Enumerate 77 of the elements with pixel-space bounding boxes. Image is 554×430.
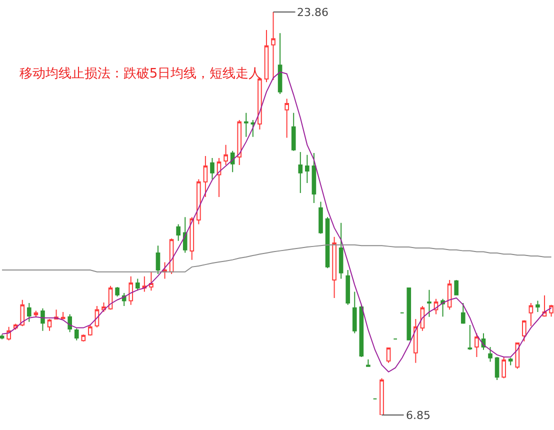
candlestick <box>244 112 248 138</box>
candlestick <box>434 298 438 315</box>
candlestick <box>515 342 520 370</box>
candlestick <box>54 309 58 320</box>
candlestick <box>474 332 479 358</box>
candlestick <box>237 120 242 166</box>
candlestick <box>447 279 452 310</box>
candlestick <box>0 334 4 340</box>
candlestick <box>102 302 106 312</box>
candlestick <box>196 178 201 225</box>
candlestick <box>284 98 289 138</box>
candlestick <box>94 306 100 328</box>
candlestick <box>169 238 174 275</box>
candlestick <box>494 356 500 380</box>
candlestick <box>142 276 147 292</box>
candlestick <box>176 224 180 242</box>
candlestick <box>13 323 18 330</box>
candlestick <box>162 262 167 280</box>
candlestick <box>291 112 296 152</box>
candlestick <box>182 216 188 254</box>
candlestick <box>305 154 310 184</box>
candlestick <box>47 318 52 332</box>
candlestick <box>216 157 222 198</box>
candlestick <box>406 288 412 340</box>
candlestick <box>20 299 25 327</box>
candlestick <box>278 32 282 94</box>
candlestick <box>536 300 540 312</box>
candlestick <box>318 201 323 234</box>
candlestick <box>298 152 303 194</box>
candlestick <box>468 324 472 350</box>
annotation: 6.85 <box>406 409 430 422</box>
candlestick <box>528 302 534 327</box>
candlestick <box>366 358 370 367</box>
candlestick <box>508 357 513 366</box>
candlestick <box>149 271 154 292</box>
candlestick <box>203 156 208 198</box>
candlestick <box>230 150 235 173</box>
candlestick <box>460 302 466 324</box>
candlestick <box>128 276 134 306</box>
candlestick <box>68 314 72 333</box>
candlestick <box>6 326 11 341</box>
candlestick <box>414 318 418 364</box>
candlestick <box>250 120 256 138</box>
candlestick <box>346 270 350 306</box>
text: 移动均线止损法：跌破5日均线，短线走人 <box>19 66 262 82</box>
candlestick <box>312 152 316 204</box>
candlestick <box>27 302 32 322</box>
candlestick <box>34 310 38 318</box>
candlestick <box>427 289 432 318</box>
candlestick <box>224 144 228 166</box>
candlestick <box>549 304 554 318</box>
candlestick <box>108 285 113 310</box>
candlestick <box>380 378 384 415</box>
candlestick <box>115 286 120 298</box>
candlestick <box>325 216 330 269</box>
candlestick <box>386 346 391 364</box>
candlestick <box>156 245 160 275</box>
candlestick <box>332 236 336 298</box>
candlestick <box>502 356 506 379</box>
candlestick <box>135 278 140 292</box>
candlestick <box>81 334 86 342</box>
candlestick <box>264 30 269 83</box>
candlestick <box>40 308 45 332</box>
candlestick <box>542 294 547 318</box>
candlestick <box>74 328 79 341</box>
candlestick <box>210 157 214 180</box>
candlestick <box>522 320 526 342</box>
candlestick <box>420 306 425 332</box>
candlestick <box>488 346 492 362</box>
candlestick <box>338 222 344 280</box>
candlestick <box>190 216 194 260</box>
candlestick <box>60 311 66 320</box>
candlestick <box>88 324 92 336</box>
candlestick <box>454 279 459 296</box>
annotation: 23.86 <box>297 6 328 19</box>
candlestick <box>352 291 357 334</box>
candlestick <box>271 12 276 80</box>
